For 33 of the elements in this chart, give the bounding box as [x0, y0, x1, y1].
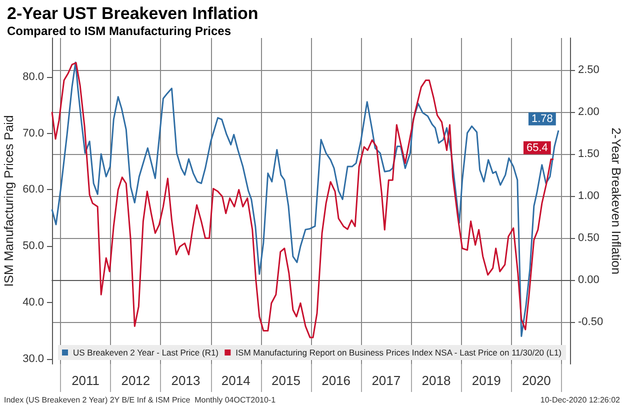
- x-tick-label: 2011: [72, 373, 100, 388]
- y2-tick-label: 0.00: [578, 274, 600, 286]
- y-tick-label: 40.0: [22, 296, 44, 309]
- y-tick-label: 70.0: [22, 127, 44, 140]
- x-tick-label: 2015: [271, 373, 300, 388]
- y-tick-label: 60.0: [22, 184, 44, 196]
- x-tick-label: 2017: [372, 373, 401, 388]
- text: 10-Dec-2020 12:26:02: [540, 396, 621, 404]
- y-axis-title: ISM Manufacturing Prices Paid: [2, 115, 16, 287]
- x-tick-label: 2018: [422, 373, 451, 388]
- y-tick-label: 50.0: [22, 240, 44, 252]
- x-tick-label: 2016: [322, 373, 351, 388]
- data-label: 1.78: [531, 112, 553, 125]
- data-label: 65.4: [526, 142, 548, 154]
- y2-tick-label: 0.50: [578, 232, 600, 244]
- x-tick-label: 2014: [221, 373, 250, 388]
- y2-tick-label: 2.00: [578, 106, 600, 118]
- legend-label: ISM Manufacturing Report on Business Prices Index NSA - Last Price on 11/30/20 (L1): [236, 348, 562, 358]
- y2-tick-label: 2.50: [578, 64, 600, 76]
- y2-axis-title: 2-Year Breakeven Inflation: [609, 128, 623, 274]
- text: Index (US Breakeven 2 Year) 2Y B/E Inf & ISM Price Monthly 04OCT2010-1: [4, 396, 276, 404]
- y-tick-label: 30.0: [22, 352, 44, 365]
- chart-title: 2-Year UST Breakeven Inflation: [7, 4, 258, 23]
- y2-tick-label: 1.00: [578, 190, 600, 202]
- x-tick-label: 2020: [522, 373, 551, 388]
- x-tick-label: 2013: [171, 373, 200, 388]
- y2-tick-label: -0.50: [578, 316, 604, 328]
- x-tick-label: 2019: [472, 373, 501, 388]
- chart-subtitle: Compared to ISM Manufacturing Prices: [7, 24, 232, 38]
- x-tick-label: 2012: [121, 373, 150, 388]
- y-tick-label: 80.0: [22, 70, 44, 83]
- legend-label: US Breakeven 2 Year - Last Price (R1): [73, 348, 219, 358]
- y2-tick-label: 1.50: [578, 148, 600, 160]
